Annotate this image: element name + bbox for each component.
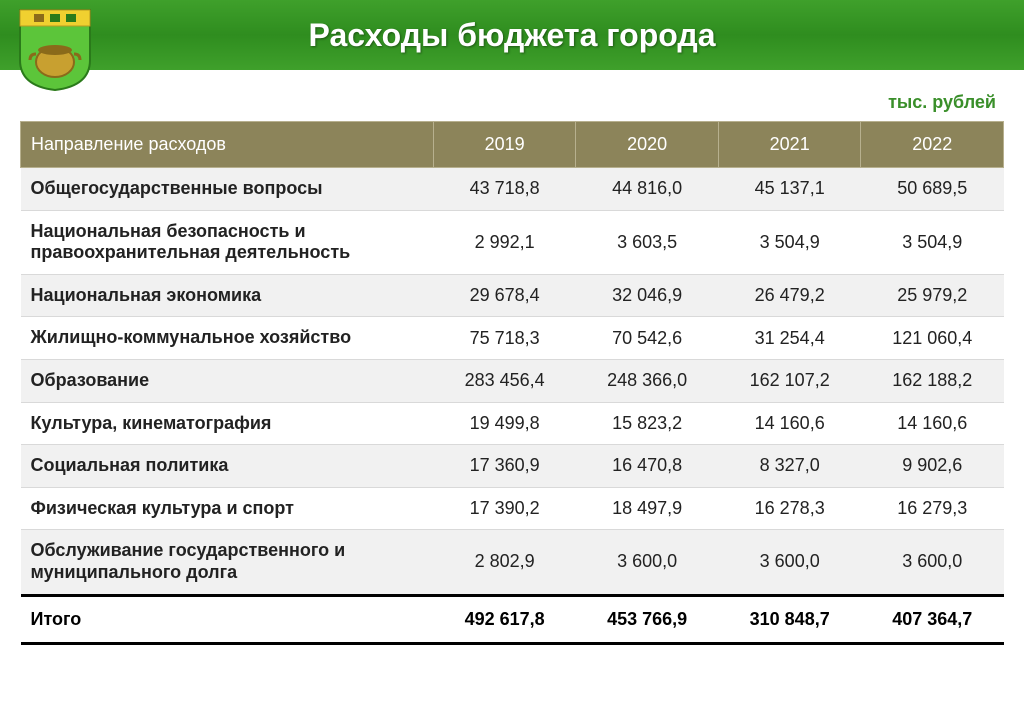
total-cell: 492 617,8 <box>433 595 576 643</box>
row-cell: 2 992,1 <box>433 210 576 274</box>
row-cell: 248 366,0 <box>576 359 719 402</box>
total-cell: 310 848,7 <box>718 595 861 643</box>
row-label: Образование <box>21 359 434 402</box>
total-label: Итого <box>21 595 434 643</box>
row-label: Общегосударственные вопросы <box>21 168 434 211</box>
row-cell: 29 678,4 <box>433 274 576 317</box>
header-band: Расходы бюджета города <box>0 0 1024 70</box>
row-cell: 3 600,0 <box>576 530 719 595</box>
table-row: Культура, кинематография19 499,815 823,2… <box>21 402 1004 445</box>
row-cell: 14 160,6 <box>718 402 861 445</box>
row-cell: 45 137,1 <box>718 168 861 211</box>
table-row: Обслуживание государственного и муниципа… <box>21 530 1004 595</box>
unit-label: тыс. рублей <box>0 70 1024 121</box>
budget-table-wrap: Направление расходов 2019 2020 2021 2022… <box>0 121 1024 645</box>
row-cell: 3 603,5 <box>576 210 719 274</box>
page-title: Расходы бюджета города <box>309 17 716 54</box>
col-header: 2019 <box>433 122 576 168</box>
total-cell: 407 364,7 <box>861 595 1004 643</box>
row-cell: 17 390,2 <box>433 487 576 530</box>
table-row: Жилищно-коммунальное хозяйство75 718,370… <box>21 317 1004 360</box>
row-cell: 31 254,4 <box>718 317 861 360</box>
table-row: Социальная политика17 360,916 470,88 327… <box>21 445 1004 488</box>
row-cell: 18 497,9 <box>576 487 719 530</box>
row-cell: 15 823,2 <box>576 402 719 445</box>
table-total-row: Итого 492 617,8 453 766,9 310 848,7 407 … <box>21 595 1004 643</box>
col-header: 2022 <box>861 122 1004 168</box>
col-header: Направление расходов <box>21 122 434 168</box>
table-row: Общегосударственные вопросы43 718,844 81… <box>21 168 1004 211</box>
table-row: Национальная экономика29 678,432 046,926… <box>21 274 1004 317</box>
row-cell: 75 718,3 <box>433 317 576 360</box>
row-cell: 14 160,6 <box>861 402 1004 445</box>
row-cell: 19 499,8 <box>433 402 576 445</box>
row-cell: 8 327,0 <box>718 445 861 488</box>
table-header-row: Направление расходов 2019 2020 2021 2022 <box>21 122 1004 168</box>
row-cell: 283 456,4 <box>433 359 576 402</box>
col-header: 2021 <box>718 122 861 168</box>
row-cell: 3 600,0 <box>718 530 861 595</box>
total-cell: 453 766,9 <box>576 595 719 643</box>
row-label: Обслуживание государственного и муниципа… <box>21 530 434 595</box>
row-cell: 121 060,4 <box>861 317 1004 360</box>
budget-table: Направление расходов 2019 2020 2021 2022… <box>20 121 1004 645</box>
row-cell: 162 188,2 <box>861 359 1004 402</box>
row-cell: 3 600,0 <box>861 530 1004 595</box>
row-label: Национальная экономика <box>21 274 434 317</box>
city-crest-icon <box>16 6 94 92</box>
row-cell: 3 504,9 <box>718 210 861 274</box>
row-cell: 16 470,8 <box>576 445 719 488</box>
row-cell: 17 360,9 <box>433 445 576 488</box>
table-row: Физическая культура и спорт17 390,218 49… <box>21 487 1004 530</box>
table-row: Образование283 456,4248 366,0162 107,216… <box>21 359 1004 402</box>
row-cell: 162 107,2 <box>718 359 861 402</box>
row-cell: 44 816,0 <box>576 168 719 211</box>
row-cell: 3 504,9 <box>861 210 1004 274</box>
row-label: Национальная безопасность и правоохранит… <box>21 210 434 274</box>
row-label: Социальная политика <box>21 445 434 488</box>
row-cell: 16 279,3 <box>861 487 1004 530</box>
row-cell: 50 689,5 <box>861 168 1004 211</box>
row-cell: 43 718,8 <box>433 168 576 211</box>
row-label: Физическая культура и спорт <box>21 487 434 530</box>
row-cell: 16 278,3 <box>718 487 861 530</box>
col-header: 2020 <box>576 122 719 168</box>
row-cell: 32 046,9 <box>576 274 719 317</box>
row-cell: 9 902,6 <box>861 445 1004 488</box>
table-row: Национальная безопасность и правоохранит… <box>21 210 1004 274</box>
row-cell: 26 479,2 <box>718 274 861 317</box>
row-label: Жилищно-коммунальное хозяйство <box>21 317 434 360</box>
row-cell: 70 542,6 <box>576 317 719 360</box>
row-cell: 2 802,9 <box>433 530 576 595</box>
row-cell: 25 979,2 <box>861 274 1004 317</box>
row-label: Культура, кинематография <box>21 402 434 445</box>
